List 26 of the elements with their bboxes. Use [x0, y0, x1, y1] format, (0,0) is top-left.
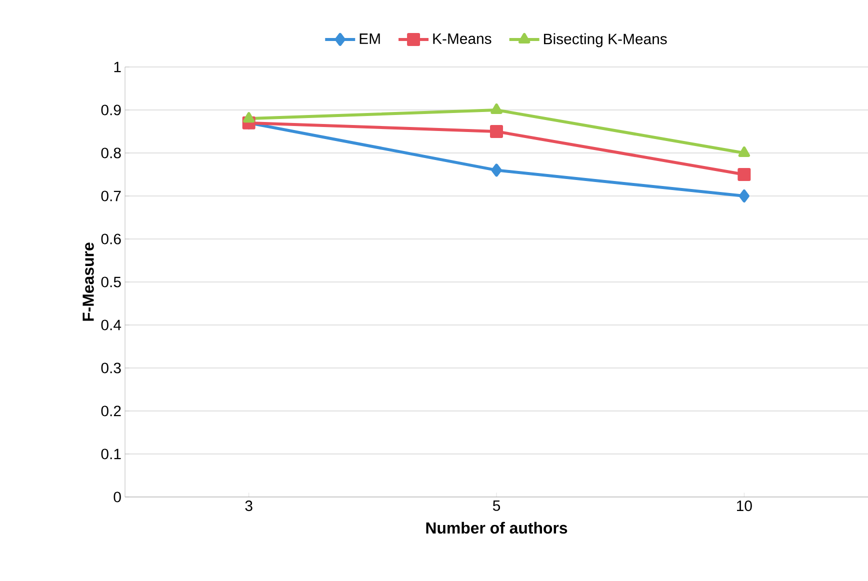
- x-tick-label: 3: [245, 500, 252, 512]
- y-tick-label: 0: [114, 492, 121, 502]
- point: [738, 168, 751, 181]
- legend-label: Bisecting K-Means: [544, 33, 667, 48]
- y-tick-label: 0.7: [101, 190, 121, 202]
- point: [491, 164, 502, 177]
- point: [738, 189, 750, 202]
- y-tick-label: 0.1: [101, 448, 121, 460]
- legend-label: K-Means: [433, 34, 492, 44]
- point: [490, 103, 502, 114]
- x-tick-label: 10: [737, 500, 752, 512]
- point: [490, 124, 504, 138]
- point: [738, 146, 750, 157]
- y-tick-label: 0.5: [101, 276, 121, 288]
- y-tick-label: 0.8: [101, 148, 121, 158]
- y-tick-label: 0.3: [101, 362, 121, 374]
- y-tick-label: 0.6: [101, 234, 121, 244]
- y-tick-label: 0.2: [101, 406, 121, 416]
- legend-label: EM: [360, 34, 380, 44]
- y-axis-title: F-Measure: [82, 242, 94, 321]
- x-tick-label: 5: [492, 500, 500, 511]
- y-tick-label: 1: [114, 62, 121, 72]
- x-axis-title: Number of authors: [426, 522, 568, 534]
- y-tick-label: 0.4: [101, 320, 122, 330]
- point: [243, 112, 255, 123]
- y-tick-label: 0.9: [101, 104, 121, 116]
